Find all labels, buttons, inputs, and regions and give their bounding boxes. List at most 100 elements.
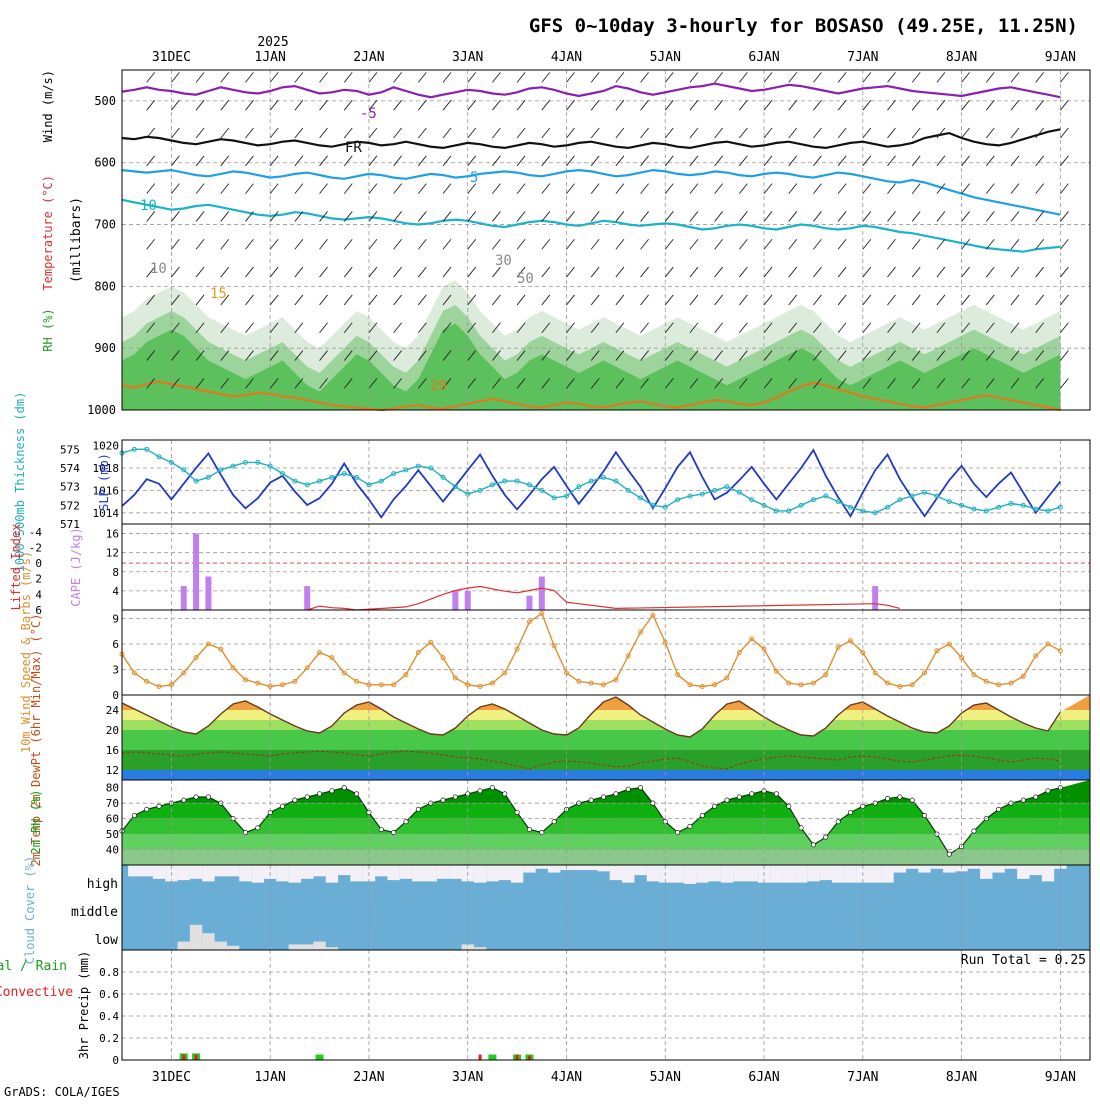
thickness-marker	[860, 508, 866, 514]
wind-barb	[368, 294, 378, 306]
day-label-top: 2JAN	[353, 50, 384, 65]
wind-barb	[887, 322, 896, 334]
wind-barb	[664, 155, 674, 167]
wind-barb	[640, 99, 649, 111]
rh-marker	[156, 803, 162, 809]
wind-barb	[566, 322, 575, 334]
wind-barb	[1010, 183, 1020, 194]
wind-barb	[146, 211, 156, 222]
wind-barb	[961, 72, 970, 83]
wind-barb	[887, 238, 896, 250]
wind-barb	[220, 72, 230, 83]
high-cloud-gap	[214, 865, 227, 877]
isotherm-minus5	[121, 82, 1061, 99]
wind-barb	[1010, 322, 1020, 334]
high-cloud-gap	[498, 865, 511, 881]
thickness-marker	[847, 504, 853, 510]
low-cloud-bar	[300, 944, 314, 950]
wind-barb	[689, 99, 699, 111]
convective-bar	[194, 1054, 198, 1060]
high-cloud-gap	[918, 865, 931, 873]
wind-speed-marker	[131, 670, 137, 676]
wind-barb	[195, 294, 205, 306]
thickness-ytick: 573	[60, 481, 80, 494]
wind-barb	[862, 294, 872, 306]
wind-barb	[467, 99, 477, 111]
thickness-marker	[403, 467, 409, 473]
wind-barb	[393, 322, 402, 334]
wind-barb	[640, 322, 649, 334]
wind-barb	[738, 238, 748, 250]
wind-barb	[516, 155, 526, 167]
precip-ytick: 0	[112, 1054, 119, 1067]
wind-barb	[467, 294, 477, 306]
cape-bar	[872, 586, 879, 610]
wind-barb	[319, 183, 328, 194]
wind-barb	[837, 378, 847, 389]
wind-barb	[492, 266, 501, 278]
wind-barb	[615, 99, 625, 111]
cloud-level-label: low	[95, 933, 119, 948]
li-ytick: 6	[35, 604, 42, 617]
thickness-marker	[415, 463, 421, 469]
ylabel-cape: CAPE (J/kg)	[69, 527, 83, 606]
wind-barb	[689, 155, 699, 167]
wind-barb	[343, 238, 353, 250]
thickness-marker	[156, 454, 162, 460]
rh-band	[122, 849, 1090, 865]
wind-barb	[442, 350, 452, 361]
wind-barb	[146, 266, 156, 278]
wind-barb	[319, 211, 328, 222]
rh-marker	[835, 819, 841, 825]
rh-marker	[909, 797, 915, 803]
high-cloud-gap	[473, 865, 487, 883]
wind-barb	[195, 211, 205, 222]
wind-barb	[492, 378, 501, 389]
thickness-marker	[563, 493, 569, 499]
wind-barb	[788, 155, 798, 167]
dewpoint-line	[121, 750, 1061, 770]
slp-line	[121, 448, 1062, 519]
wind-barb	[615, 183, 625, 194]
wind-barb	[664, 183, 674, 194]
wind-barb	[516, 266, 526, 278]
wind-barb	[467, 378, 477, 389]
high-cloud-gap	[831, 865, 845, 883]
high-cloud-gap	[547, 865, 561, 873]
wind-barb	[590, 155, 600, 167]
high-cloud-gap	[584, 865, 598, 871]
wind-barb	[442, 183, 452, 194]
day-label-bottom: 4JAN	[551, 1070, 582, 1085]
thickness-ytick: 575	[60, 443, 80, 456]
thickness-marker	[996, 504, 1002, 510]
wind-barb	[516, 378, 526, 389]
wind-speed-marker	[551, 643, 557, 649]
wind-speed-marker	[699, 684, 705, 689]
thickness-marker	[662, 504, 668, 510]
grads-credit: GrADS: COLA/IGES	[4, 1085, 120, 1099]
wind-ytick: 0	[112, 689, 119, 702]
wind-barb	[590, 266, 600, 278]
wind-barb	[1035, 294, 1045, 306]
rh-marker	[502, 791, 508, 797]
wind-barb	[936, 350, 946, 361]
high-cloud-gap	[696, 865, 709, 883]
wind-barb	[887, 294, 896, 306]
thickness-marker	[304, 482, 310, 488]
wind-barb	[319, 99, 328, 111]
thickness-marker	[526, 482, 532, 488]
wind-barb	[343, 72, 353, 83]
wind-speed-marker	[267, 684, 273, 689]
rh-marker	[699, 813, 705, 819]
rh-marker	[736, 794, 742, 800]
cape-ytick: 16	[106, 528, 119, 541]
wind-barb	[1010, 72, 1020, 83]
rh-marker	[403, 819, 409, 825]
wind-speed-marker	[749, 636, 755, 642]
wind-barb	[294, 294, 304, 306]
rh-ytick: 60	[106, 813, 119, 826]
wind-barb	[862, 378, 872, 389]
wind-barb	[985, 211, 995, 222]
wind-barb	[862, 127, 872, 139]
wind-barb	[220, 322, 230, 334]
